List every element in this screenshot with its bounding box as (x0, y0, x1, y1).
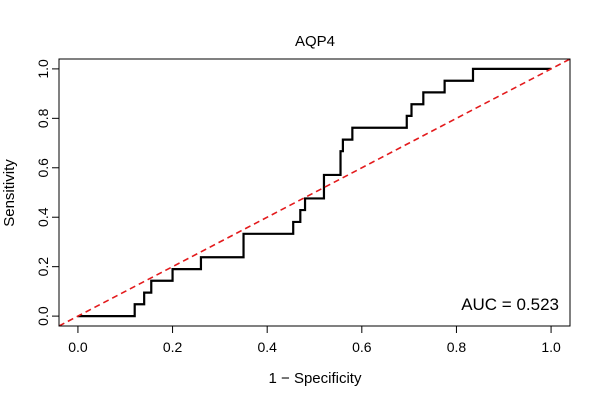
x-axis-label: 1 − Specificity (269, 370, 362, 387)
auc-annotation: AUC = 0.523 (461, 295, 559, 314)
x-tick-label: 0.4 (257, 339, 277, 355)
reference-diagonal-line (59, 59, 570, 326)
series-layer (59, 59, 570, 326)
roc-curve (77, 67, 552, 318)
y-tick-label: 0.4 (35, 207, 51, 227)
x-tick-label: 0.2 (163, 339, 183, 355)
y-axis-label: Sensitivity (1, 159, 18, 227)
x-tick-label: 1.0 (541, 339, 561, 355)
y-tick-label: 0.0 (35, 306, 51, 326)
y-axis: 0.0 0.2 0.4 0.6 0.8 1.0 (35, 59, 60, 326)
y-tick-label: 0.2 (35, 257, 51, 277)
x-tick-label: 0.6 (352, 339, 372, 355)
y-tick-label: 0.6 (35, 158, 51, 178)
chart-title: AQP4 (295, 33, 335, 50)
y-tick-label: 1.0 (35, 59, 51, 79)
x-axis: 0.0 0.2 0.4 0.6 0.8 1.0 (68, 325, 561, 355)
y-tick-label: 0.8 (35, 108, 51, 128)
x-tick-label: 0.8 (447, 339, 467, 355)
x-tick-label: 0.0 (68, 339, 88, 355)
